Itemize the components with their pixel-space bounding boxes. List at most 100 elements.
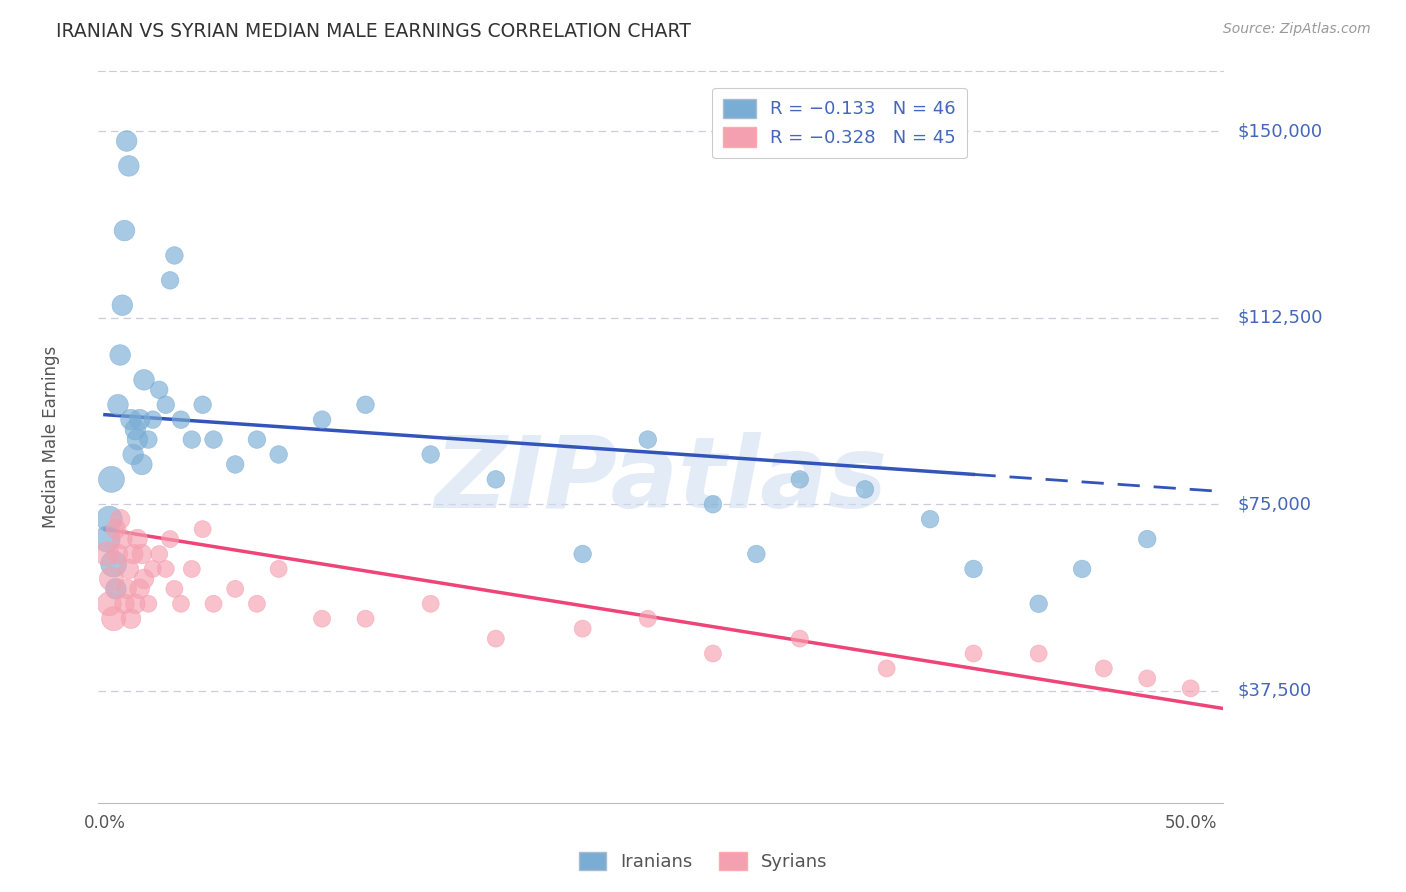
- Point: [702, 497, 724, 511]
- Point: [571, 547, 593, 561]
- Point: [876, 661, 898, 675]
- Point: [100, 472, 122, 486]
- Point: [745, 547, 768, 561]
- Point: [132, 373, 155, 387]
- Point: [485, 632, 508, 646]
- Text: ZIPatlas: ZIPatlas: [434, 433, 887, 530]
- Point: [853, 483, 876, 497]
- Point: [114, 224, 136, 238]
- Point: [1136, 672, 1159, 686]
- Legend: Iranians, Syrians: Iranians, Syrians: [571, 845, 835, 879]
- Point: [142, 562, 165, 576]
- Point: [267, 562, 290, 576]
- Point: [170, 412, 193, 426]
- Point: [202, 433, 225, 447]
- Point: [159, 532, 181, 546]
- Point: [163, 248, 186, 262]
- Point: [920, 512, 942, 526]
- Point: [103, 557, 125, 571]
- Point: [159, 273, 181, 287]
- Point: [637, 612, 659, 626]
- Point: [571, 622, 593, 636]
- Point: [107, 547, 129, 561]
- Point: [224, 458, 246, 472]
- Point: [128, 582, 150, 596]
- Point: [115, 582, 138, 596]
- Point: [962, 647, 984, 661]
- Point: [354, 612, 377, 626]
- Point: [267, 448, 290, 462]
- Point: [120, 412, 142, 426]
- Point: [131, 547, 153, 561]
- Point: [98, 512, 121, 526]
- Point: [138, 433, 160, 447]
- Point: [155, 562, 177, 576]
- Point: [170, 597, 193, 611]
- Point: [155, 398, 177, 412]
- Point: [108, 348, 131, 362]
- Point: [419, 448, 441, 462]
- Point: [96, 532, 118, 546]
- Point: [120, 612, 142, 626]
- Point: [962, 562, 984, 576]
- Point: [127, 433, 149, 447]
- Point: [789, 472, 811, 486]
- Text: $37,500: $37,500: [1237, 681, 1312, 700]
- Point: [163, 582, 186, 596]
- Text: Median Male Earnings: Median Male Earnings: [42, 346, 60, 528]
- Point: [180, 433, 202, 447]
- Point: [1028, 597, 1050, 611]
- Point: [115, 134, 138, 148]
- Point: [246, 597, 269, 611]
- Point: [111, 532, 134, 546]
- Point: [103, 612, 125, 626]
- Point: [127, 532, 149, 546]
- Text: IRANIAN VS SYRIAN MEDIAN MALE EARNINGS CORRELATION CHART: IRANIAN VS SYRIAN MEDIAN MALE EARNINGS C…: [56, 22, 692, 41]
- Point: [148, 383, 170, 397]
- Point: [1028, 647, 1050, 661]
- Point: [107, 398, 129, 412]
- Legend: R = −0.133   N = 46, R = −0.328   N = 45: R = −0.133 N = 46, R = −0.328 N = 45: [713, 87, 967, 158]
- Text: $150,000: $150,000: [1237, 122, 1322, 140]
- Point: [124, 423, 146, 437]
- Point: [354, 398, 377, 412]
- Point: [789, 632, 811, 646]
- Point: [191, 522, 214, 536]
- Point: [100, 572, 122, 586]
- Point: [246, 433, 269, 447]
- Point: [1092, 661, 1115, 675]
- Point: [114, 597, 136, 611]
- Point: [180, 562, 202, 576]
- Point: [104, 522, 127, 536]
- Point: [122, 547, 145, 561]
- Point: [111, 298, 134, 312]
- Point: [419, 597, 441, 611]
- Text: Source: ZipAtlas.com: Source: ZipAtlas.com: [1223, 22, 1371, 37]
- Point: [1071, 562, 1094, 576]
- Point: [1180, 681, 1202, 696]
- Point: [148, 547, 170, 561]
- Point: [124, 597, 146, 611]
- Point: [96, 547, 118, 561]
- Point: [202, 597, 225, 611]
- Point: [224, 582, 246, 596]
- Point: [131, 458, 153, 472]
- Point: [118, 562, 141, 576]
- Point: [128, 412, 150, 426]
- Point: [104, 582, 127, 596]
- Point: [637, 433, 659, 447]
- Point: [98, 597, 121, 611]
- Point: [142, 412, 165, 426]
- Point: [1136, 532, 1159, 546]
- Point: [122, 448, 145, 462]
- Point: [118, 159, 141, 173]
- Point: [311, 412, 333, 426]
- Point: [108, 512, 131, 526]
- Point: [138, 597, 160, 611]
- Point: [485, 472, 508, 486]
- Point: [132, 572, 155, 586]
- Point: [191, 398, 214, 412]
- Text: $75,000: $75,000: [1237, 495, 1312, 513]
- Text: $112,500: $112,500: [1237, 309, 1323, 326]
- Point: [702, 647, 724, 661]
